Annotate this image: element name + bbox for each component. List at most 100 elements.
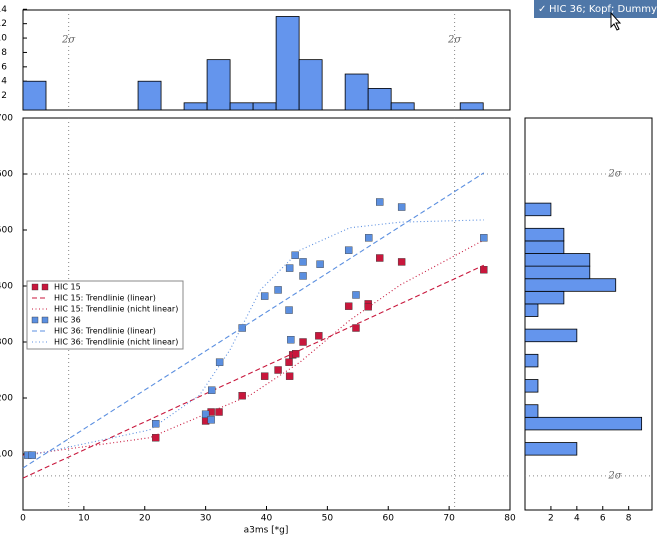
bar — [183, 102, 208, 111]
bar — [524, 290, 565, 305]
x-tick-label: 8 — [626, 514, 632, 524]
legend-label: HIC 15: Trendlinie (linear) — [54, 294, 156, 303]
y-tick-label: 300 — [0, 338, 13, 348]
legend-box — [26, 280, 184, 350]
point — [274, 366, 282, 374]
bar — [137, 80, 162, 111]
x-tick-label: 60 — [383, 514, 395, 524]
menu-item-bg[interactable] — [534, 0, 657, 18]
legend-marker — [41, 316, 49, 324]
x-axis-label: a3ms [*g] — [244, 526, 289, 536]
y-tick-label: 14 — [0, 5, 7, 15]
y-tick-label: 500 — [0, 226, 13, 236]
legend-label: HIC 36 — [54, 316, 81, 325]
point — [207, 416, 215, 424]
bar — [524, 227, 565, 242]
x-tick-label: 6 — [600, 514, 606, 524]
x-tick-label: 80 — [504, 514, 516, 524]
x-tick-label: 4 — [574, 514, 580, 524]
point — [344, 246, 353, 254]
sigma-label: 2σ — [607, 470, 622, 481]
y-tick-label: 4 — [1, 77, 7, 87]
trend-line — [22, 264, 485, 479]
point — [397, 258, 406, 266]
point — [287, 336, 295, 344]
point — [316, 260, 324, 268]
y-tick-label: 700 — [0, 114, 13, 124]
menu[interactable]: ✓ HIC 36; Kopf; Dummy F — [534, 0, 657, 18]
bar — [524, 202, 552, 217]
y-tick-label: 8 — [1, 48, 7, 58]
point — [352, 291, 360, 299]
point — [208, 386, 216, 394]
point — [376, 198, 384, 206]
point — [274, 286, 282, 294]
y-tick-label: 600 — [0, 170, 13, 180]
point — [28, 451, 36, 459]
bar — [524, 404, 539, 418]
point — [285, 372, 294, 380]
bar — [524, 416, 643, 431]
cursor — [610, 11, 622, 31]
point — [365, 234, 373, 242]
bar — [524, 253, 591, 267]
point — [260, 292, 269, 300]
bar — [524, 442, 578, 456]
point — [376, 254, 384, 262]
x-tick-label: 50 — [322, 514, 334, 524]
y-tick-label: 100 — [0, 450, 13, 460]
bar — [524, 265, 591, 280]
bar — [390, 102, 415, 111]
bar — [459, 102, 484, 111]
point — [285, 306, 293, 314]
bar — [524, 353, 539, 368]
x-tick-label: 10 — [78, 514, 90, 524]
bar — [275, 16, 300, 111]
point — [285, 264, 294, 272]
bar — [524, 379, 539, 393]
point — [315, 332, 323, 340]
y-tick-label: 6 — [1, 62, 7, 72]
y-tick-label: 400 — [0, 282, 13, 292]
bar — [22, 80, 47, 111]
point — [201, 410, 210, 418]
point — [299, 272, 307, 280]
x-tick-label: 70 — [443, 514, 455, 524]
sigma-label: 2σ — [607, 169, 622, 180]
point — [397, 203, 406, 211]
legend-label: HIC 15: Trendlinie (nicht linear) — [54, 305, 178, 314]
point — [480, 266, 488, 274]
bar — [298, 59, 323, 111]
menu-item[interactable]: HIC 36; Kopf; Dummy F — [549, 4, 657, 15]
bar — [344, 73, 369, 111]
point — [299, 258, 307, 266]
y-tick-label: 12 — [0, 19, 7, 29]
y-tick-label: 10 — [0, 34, 7, 44]
point — [285, 358, 293, 366]
y-tick-label: 200 — [0, 394, 13, 404]
bar — [367, 88, 392, 111]
legend-marker — [41, 283, 49, 291]
point — [364, 303, 372, 311]
point — [352, 324, 360, 332]
x-tick-label: 40 — [261, 514, 273, 524]
point — [238, 392, 246, 400]
legend-label: HIC 15 — [54, 283, 81, 292]
x-tick-label: 30 — [200, 514, 212, 524]
point — [260, 372, 269, 380]
legend-label: HIC 36: Trendlinie (nicht linear) — [54, 338, 178, 347]
point — [480, 234, 488, 242]
x-tick-label: 0 — [20, 514, 26, 524]
legend-marker — [31, 283, 39, 291]
y-tick-label: 2 — [1, 91, 7, 101]
bar — [524, 328, 578, 343]
bar — [206, 59, 231, 111]
point — [344, 302, 353, 310]
point — [152, 434, 160, 442]
point — [299, 338, 307, 346]
trend-line — [22, 239, 485, 456]
menu-check[interactable]: ✓ — [538, 4, 546, 15]
sigma-label: 2σ — [447, 35, 462, 46]
